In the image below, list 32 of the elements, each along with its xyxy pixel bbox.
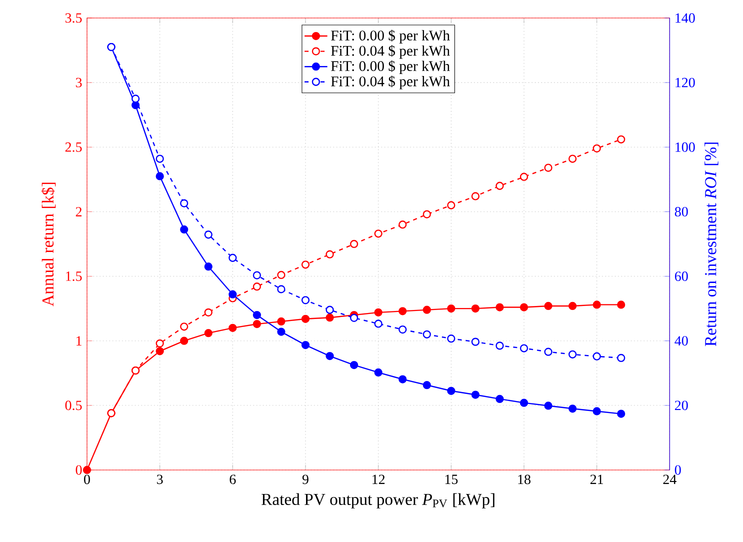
x-tick-label: 12 xyxy=(372,474,385,484)
y2-tick-label: 120 xyxy=(676,78,695,88)
x-tick-label: 15 xyxy=(445,474,458,484)
y2-tick-label: 20 xyxy=(674,400,688,410)
x-axis-title: Rated PV output power P$_{PV}$ [kWp] xyxy=(262,493,494,508)
x-tick-label: 3 xyxy=(157,474,163,484)
legend-label: FiT: 0.00 $ per kWh xyxy=(331,30,450,44)
x-tick-label: 0 xyxy=(84,474,90,484)
x-tick-label: 9 xyxy=(302,474,308,484)
y2-axis-title: Return on investment ROI [%] xyxy=(704,142,718,346)
y2-tick-label: 0 xyxy=(674,465,681,475)
y2-tick-label: 100 xyxy=(676,142,695,152)
y-tick-label: 1.5 xyxy=(66,272,82,281)
x-tick-label: 6 xyxy=(230,474,236,484)
y2-tick-label: 40 xyxy=(674,336,688,346)
y-tick-label: 0.5 xyxy=(65,400,82,410)
x-tick-label: 18 xyxy=(518,474,530,484)
y-tick-label: 3 xyxy=(76,78,82,88)
y-tick-label: 3.5 xyxy=(65,13,82,23)
x-tick-label: 24 xyxy=(663,474,676,484)
y-tick-label: 1 xyxy=(76,336,82,346)
legend-label: FiT: 0.04 $ per kWh xyxy=(331,44,450,59)
x-tick-label: 21 xyxy=(590,474,603,484)
y2-tick-label: 60 xyxy=(674,272,688,282)
legend-label: FiT: 0.00 $ per kWh xyxy=(331,60,450,74)
y2-tick-label: 140 xyxy=(676,13,695,23)
y-tick-label: 2.5 xyxy=(65,142,82,152)
y-tick-label: 0 xyxy=(76,465,82,475)
y-tick-label: 2 xyxy=(76,207,82,216)
y2-tick-label: 80 xyxy=(674,206,688,216)
legend-label: FiT: 0.04 $ per kWh xyxy=(331,76,450,90)
y-axis-title: Annual return [k$] xyxy=(41,182,56,306)
